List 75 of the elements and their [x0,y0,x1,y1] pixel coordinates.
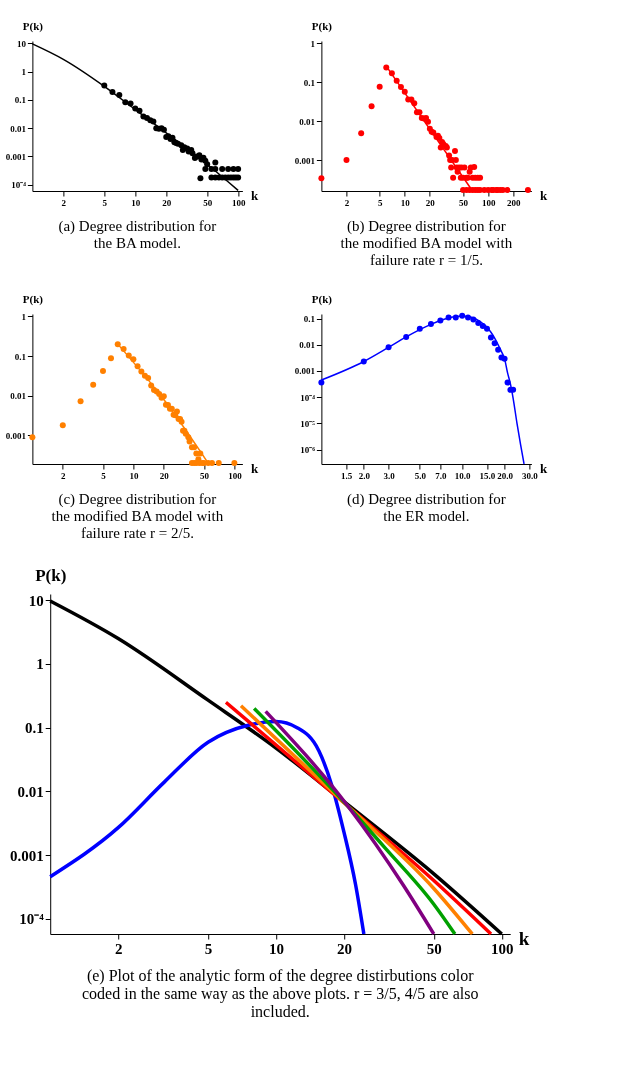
y-tick-label: 0.01 [10,123,27,134]
x-axis-title: k [539,460,548,476]
x-tick-label: 3.0 [383,470,396,481]
x-tick-label: 15.0 [479,470,496,481]
x-tick-label: 5 [204,940,213,957]
y-tick-label: 10 [28,592,44,609]
x-tick-label: 20 [162,197,172,208]
x-tick-label: 5 [377,197,383,208]
y-tick-label: 0.001 [5,151,27,162]
y-tick-label: 10⁻⁴ [300,392,316,403]
y-tick-label: 0.1 [303,314,316,325]
x-tick-label: 50 [203,197,213,208]
x-tick-label: 30.0 [522,470,539,481]
y-tick-label: 10 [16,38,27,49]
x-tick-label: 100 [491,940,514,957]
y-tick-label: 10⁻⁴ [11,180,27,191]
x-tick-label: 2 [61,197,67,208]
y-tick-label: 10⁻⁴ [19,911,45,928]
x-tick-label: 2 [114,940,123,957]
x-tick-label: 10.0 [454,470,472,481]
text: (b) Degree distribution for the modified BA model with failure rate r = 1/5. [340,218,513,268]
x-tick-label: 10 [131,197,141,208]
x-tick-label: 1.5 [341,470,353,481]
text: (e) Plot of the analytic form of the degree distirbutions color coded in the same way as the above plots. r = 3/5, 4/5 are also included. [81,967,479,1020]
y-tick-label: 0.01 [299,340,316,351]
y-tick-label: 0.001 [294,155,316,166]
y-axis-title: P(k) [22,292,44,306]
x-axis-title: k [539,187,548,203]
y-axis-title: P(k) [35,565,67,585]
y-tick-label: 1 [21,311,27,322]
x-tick-label: 50 [426,940,442,957]
text: (a) Degree distribution for the BA model. [58,218,217,251]
y-tick-label: 0.01 [10,391,27,402]
x-tick-label: 2 [344,197,350,208]
y-tick-label: 0.01 [299,116,316,127]
x-tick-label: 20.0 [497,470,514,481]
y-tick-label: 0.001 [9,847,44,864]
y-tick-label: 1 [36,656,44,673]
text: (d) Degree distribution for the ER model. [347,491,506,524]
x-tick-label: 10 [400,197,411,208]
x-axis-title: k [250,460,259,476]
x-axis-title: k [518,927,530,949]
text: (c) Degree distribution for the modified BA model with failure rate r = 2/5. [51,491,224,541]
x-tick-label: 100 [481,197,496,208]
y-tick-label: 1 [310,38,316,49]
y-tick-label: 1 [21,67,27,78]
y-tick-label: 10⁻⁶ [300,445,316,456]
y-axis-title: P(k) [311,19,333,33]
x-tick-label: 100 [231,197,246,208]
x-tick-label: 5 [102,197,108,208]
x-tick-label: 10 [268,940,284,957]
x-tick-label: 2.0 [358,470,371,481]
x-tick-label: 7.0 [435,470,448,481]
y-tick-label: 0.1 [14,351,27,362]
y-tick-label: 10⁻⁵ [300,418,316,429]
x-tick-label: 50 [459,197,469,208]
y-tick-label: 0.1 [14,95,27,106]
x-tick-label: 10 [129,470,139,481]
x-tick-label: 5.0 [414,470,427,481]
y-tick-label: 0.001 [5,430,27,441]
x-tick-label: 20 [425,197,436,208]
x-tick-label: 20 [159,470,170,481]
x-tick-label: 2 [61,470,67,481]
y-tick-label: 0.001 [294,366,316,377]
y-tick-label: 0.1 [24,720,44,737]
x-tick-label: 100 [228,470,243,481]
y-axis-title: P(k) [311,292,333,306]
y-tick-label: 0.01 [17,783,44,800]
y-tick-label: 0.1 [303,77,316,88]
y-axis-title: P(k) [22,19,44,33]
x-tick-label: 5 [101,470,107,481]
x-tick-label: 20 [336,940,352,957]
x-axis-title: k [250,187,259,203]
x-tick-label: 50 [199,470,210,481]
x-tick-label: 200 [507,197,521,208]
